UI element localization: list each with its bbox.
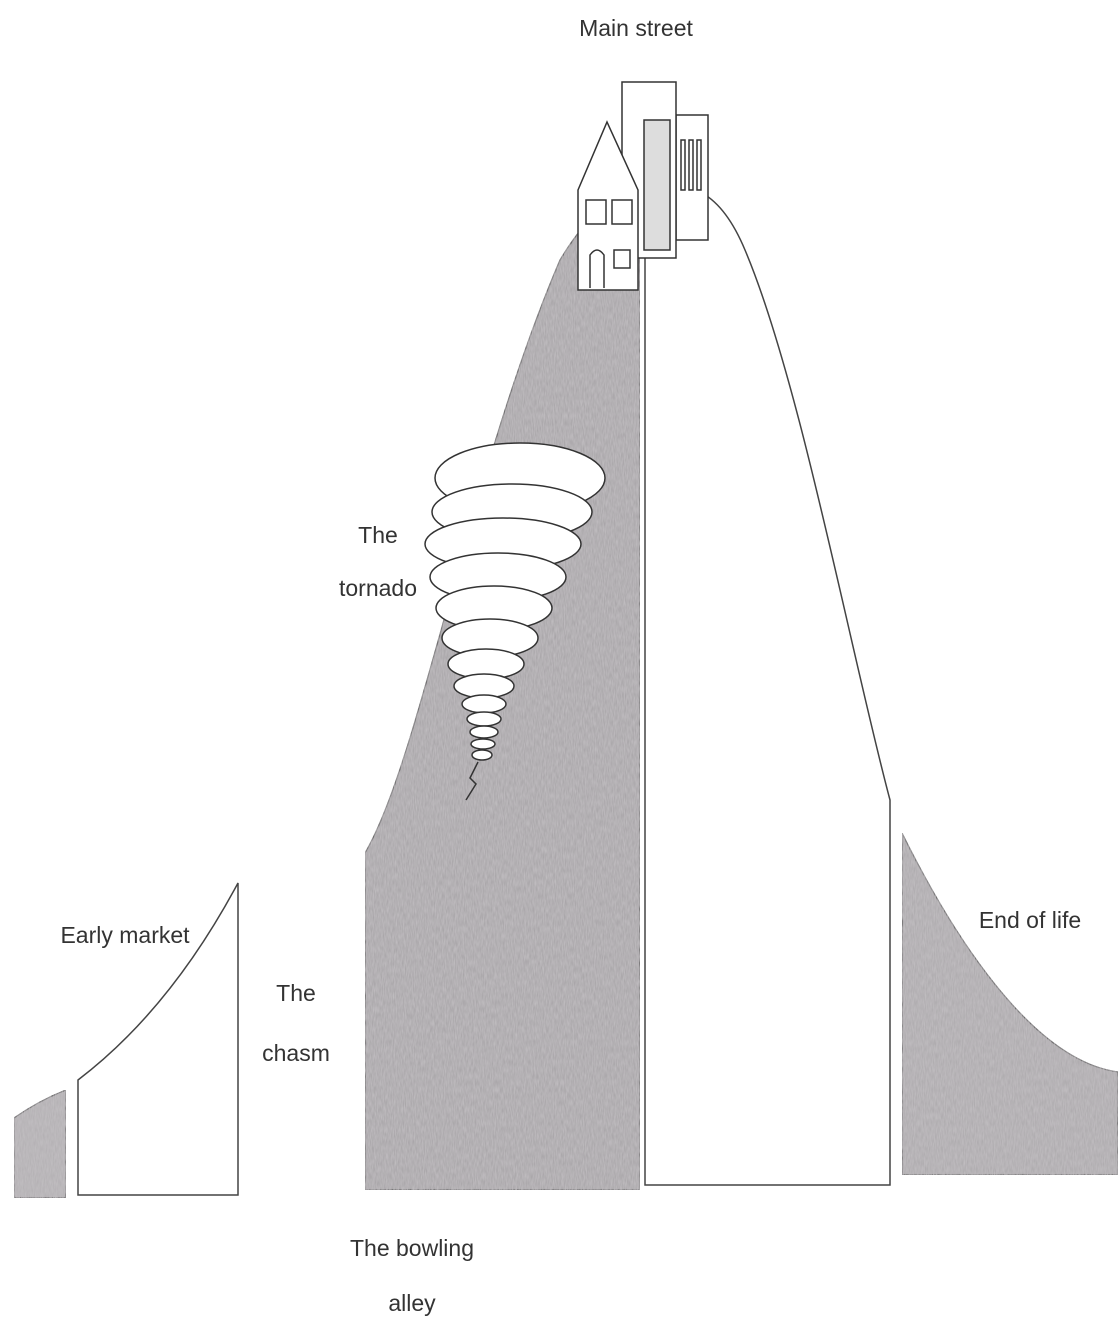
main-street-label: Main street [579,15,693,41]
chasm-label: The [276,980,316,1006]
buildings [577,81,709,291]
bowling-alley-label: alley [388,1290,436,1316]
tornado-label: The [358,522,398,548]
chasm-label: chasm [262,1040,330,1066]
bowling-alley-label: The bowling [350,1235,474,1261]
early-market-label: Early market [60,922,190,948]
early-market-shape [13,882,239,1199]
tornado [424,442,606,801]
end-of-life-label: End of life [979,907,1081,933]
tornado-label: tornado [339,575,417,601]
